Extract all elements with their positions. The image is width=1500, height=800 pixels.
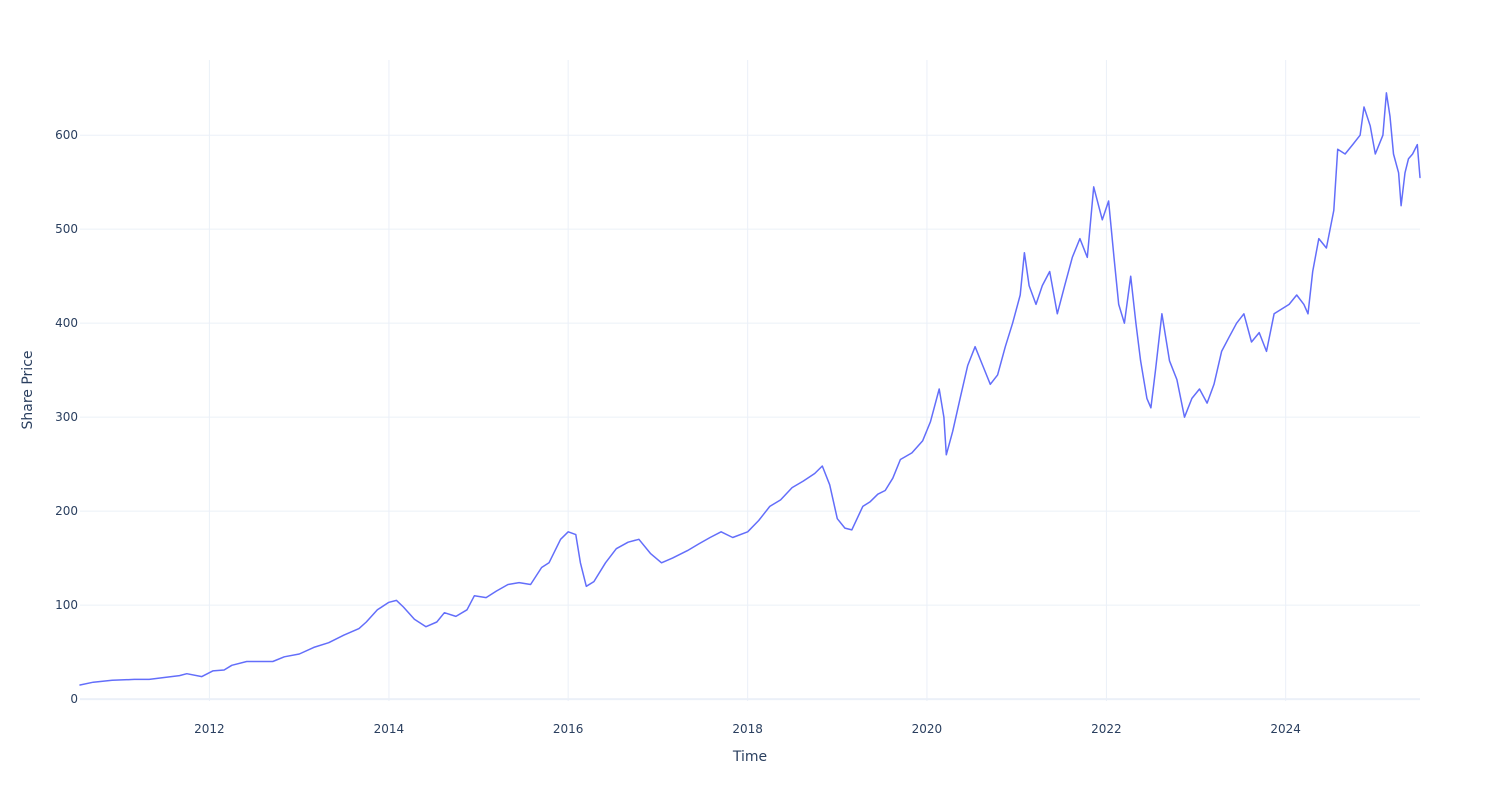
- plot-area: [79, 92, 1421, 686]
- x-tick-label: 2018: [732, 722, 763, 736]
- x-tick-label: 2024: [1270, 722, 1301, 736]
- y-tick-label: 200: [55, 504, 78, 518]
- x-tick-label: 2022: [1091, 722, 1122, 736]
- x-tick-label: 2016: [553, 722, 584, 736]
- y-tick-label: 100: [55, 598, 78, 612]
- gridlines: [80, 60, 1420, 701]
- y-tick-label: 400: [55, 316, 78, 330]
- y-tick-label: 500: [55, 222, 78, 236]
- y-tick-label: 600: [55, 128, 78, 142]
- y-axis-title: Share Price: [20, 350, 36, 429]
- series-line-share-price: [79, 92, 1421, 686]
- x-tick-label: 2012: [194, 722, 225, 736]
- x-tick-label: 2014: [374, 722, 405, 736]
- y-tick-label: 300: [55, 410, 78, 424]
- x-tick-label: 2020: [912, 722, 943, 736]
- y-tick-label: 0: [70, 692, 78, 706]
- tick-labels: 2012 2014 2016 2018 2020 2022 2024 0 100 200 300 40…: [55, 128, 1301, 736]
- x-axis-title: Time: [732, 749, 767, 765]
